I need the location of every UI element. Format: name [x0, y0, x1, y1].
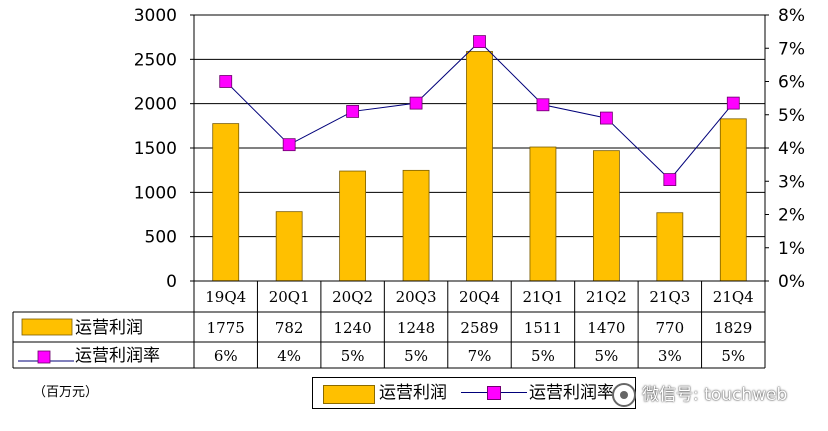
left-tick-label: 500 — [145, 228, 177, 248]
line-marker — [726, 96, 740, 110]
line-value-cell: 5% — [531, 347, 555, 365]
right-tick-label: 5% — [778, 106, 805, 126]
bar-value-cell: 1511 — [524, 319, 562, 337]
right-tick-label: 7% — [778, 39, 805, 59]
data-table: 19Q4 20Q1 20Q2 20Q3 20Q4 21Q1 21Q2 21Q3 21Q4 运营利润… — [12, 280, 766, 369]
line-marker — [536, 98, 550, 112]
left-tick-label: 1500 — [134, 139, 177, 159]
bar — [402, 169, 430, 282]
wechat-logo-icon — [612, 383, 636, 407]
legend-bar-swatch — [323, 385, 375, 404]
line-marker — [473, 35, 486, 48]
bar — [275, 211, 303, 282]
line-value-cell: 5% — [721, 347, 745, 365]
left-tick-label: 1000 — [134, 183, 177, 203]
legend: 运营利润 运营利润率 — [312, 377, 636, 409]
bar — [466, 51, 493, 282]
bar-value-cell: 1829 — [714, 319, 752, 337]
line-marker — [282, 138, 296, 152]
bar-value-cell: 1470 — [587, 319, 625, 337]
right-tick-label: 1% — [778, 239, 805, 259]
line-marker — [409, 96, 423, 110]
line-marker — [663, 173, 677, 186]
left-axis-ticks: 0 500 1000 1500 2000 2500 3000 — [134, 6, 194, 292]
legend-item-line: 运营利润率 — [529, 383, 614, 403]
line-value-cell: 7% — [468, 347, 492, 365]
bar-series — [212, 51, 747, 282]
category-label: 20Q4 — [459, 288, 500, 306]
legend-marker-swatch — [487, 386, 501, 400]
left-tick-label: 2500 — [134, 50, 177, 70]
category-label: 21Q1 — [522, 288, 563, 306]
category-label: 19Q4 — [205, 288, 246, 306]
category-label: 20Q2 — [332, 288, 373, 306]
line-value-cell: 5% — [594, 347, 618, 365]
line-value-cell: 6% — [214, 347, 238, 365]
right-tick-label: 0% — [778, 272, 805, 292]
bar — [719, 118, 747, 282]
category-label: 21Q4 — [713, 288, 754, 306]
bar-value-cell: 782 — [275, 319, 304, 337]
watermark: 微信号: touchweb — [612, 381, 787, 409]
line-marker — [219, 75, 233, 88]
category-label: 21Q2 — [586, 288, 627, 306]
bar-value-cell: 1248 — [397, 319, 435, 337]
left-tick-label: 2000 — [134, 95, 177, 115]
unit-note: （百万元） — [33, 385, 99, 400]
right-tick-label: 6% — [778, 73, 805, 93]
line-marker — [346, 105, 360, 118]
bar-value-cell: 1775 — [207, 319, 245, 337]
left-tick-label: 0 — [166, 272, 177, 292]
bar — [339, 170, 367, 282]
row-label-bar: 运营利润 — [75, 318, 143, 338]
row-marker-swatch — [37, 350, 51, 364]
category-label: 20Q1 — [269, 288, 310, 306]
right-tick-label: 4% — [778, 139, 805, 159]
line-marker — [599, 111, 613, 125]
right-tick-label: 8% — [778, 6, 805, 26]
bar-value-cell: 1240 — [334, 319, 372, 337]
line-value-cell: 4% — [277, 347, 301, 365]
bar — [592, 150, 620, 282]
bar-value-cell: 2589 — [460, 319, 498, 337]
row-bar-swatch — [21, 318, 73, 336]
bar — [529, 146, 557, 282]
left-tick-label: 3000 — [134, 6, 177, 26]
bar-value-cell: 770 — [656, 319, 685, 337]
watermark-text: 微信号: touchweb — [642, 385, 788, 405]
line-value-cell: 5% — [341, 347, 365, 365]
line-value-cell: 5% — [404, 347, 428, 365]
category-label: 21Q3 — [649, 288, 690, 306]
legend-item-bar: 运营利润 — [379, 383, 447, 403]
category-label: 20Q3 — [396, 288, 437, 306]
bar — [656, 212, 684, 282]
bar — [212, 123, 240, 282]
row-label-line: 运营利润率 — [75, 346, 160, 366]
line-series — [219, 35, 740, 186]
right-tick-label: 3% — [778, 172, 805, 192]
line-value-cell: 3% — [658, 347, 682, 365]
right-axis-ticks: 0% 1% 2% 3% 4% 5% 6% 7% 8% — [765, 6, 805, 292]
right-tick-label: 2% — [778, 206, 805, 226]
